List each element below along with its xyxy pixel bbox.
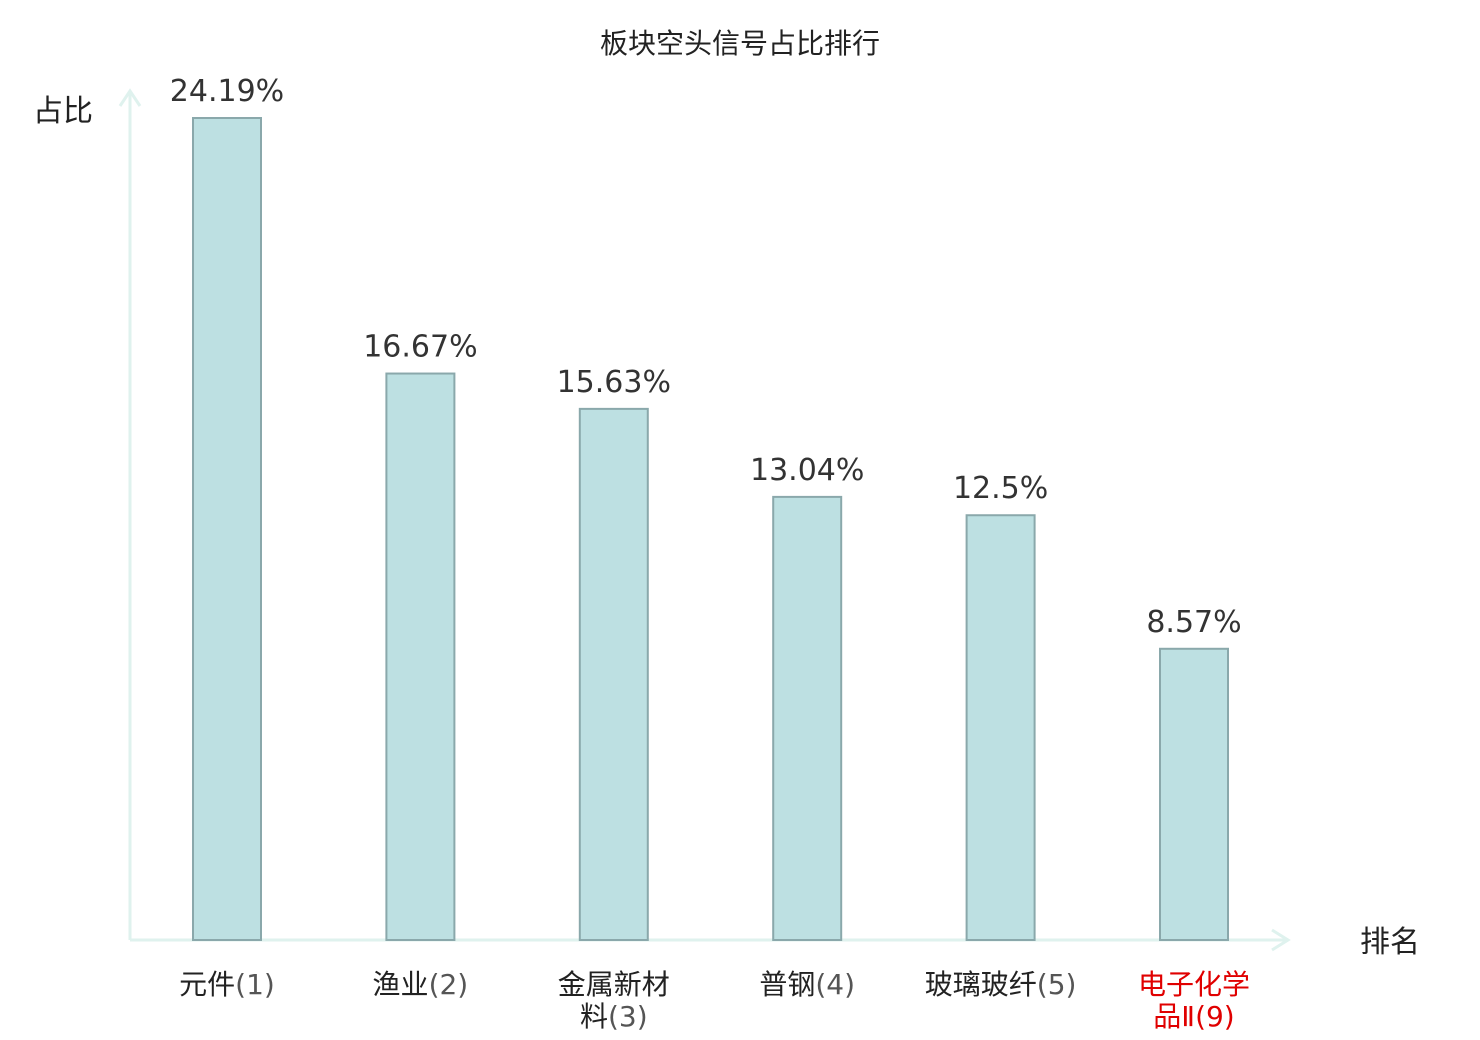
value-label-5: 12.5% xyxy=(953,471,1048,506)
bar-3 xyxy=(578,407,649,942)
bars-group xyxy=(192,117,1229,942)
category-label-4: 普钢(4) xyxy=(759,968,855,1001)
category-label-3-line-1: 金属新材 xyxy=(558,968,670,1001)
y-axis-arrow xyxy=(118,88,142,107)
bar-1 xyxy=(192,117,262,941)
category-label-3-line-2: 料(3) xyxy=(580,1000,648,1033)
category-label-6-line-1: 电子化学 xyxy=(1138,968,1250,1001)
bar-6 xyxy=(1159,647,1229,941)
x-axis-arrow xyxy=(1271,928,1291,952)
value-label-2: 16.67% xyxy=(363,330,477,365)
x-axis-label: 排名 xyxy=(1360,925,1420,960)
value-label-4: 13.04% xyxy=(750,453,864,488)
category-label-1: 元件(1) xyxy=(179,968,275,1001)
value-label-1: 24.19% xyxy=(170,74,284,109)
value-label-3: 15.63% xyxy=(557,365,671,400)
value-labels-group: 24.19% 16.67% 15.63% 13.04% 12.5% 8.57% xyxy=(170,74,1242,640)
bar-4 xyxy=(772,495,843,941)
bar-2 xyxy=(385,372,456,941)
chart-title: 板块空头信号占比排行 xyxy=(600,27,880,60)
category-label-2: 渔业(2) xyxy=(373,968,469,1001)
value-label-6: 8.57% xyxy=(1146,605,1241,640)
y-axis-label: 占比 xyxy=(33,94,93,129)
category-label-5: 玻璃玻纤(5) xyxy=(925,968,1077,1001)
bar-5 xyxy=(965,514,1036,942)
category-label-6-line-2: 品Ⅱ(9) xyxy=(1153,1000,1234,1033)
